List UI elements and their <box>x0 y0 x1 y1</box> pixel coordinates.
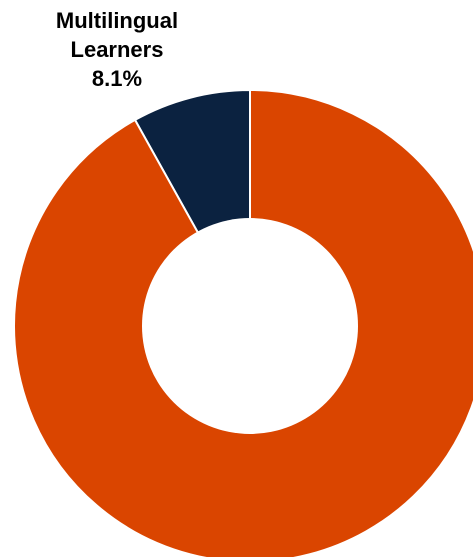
slice-label-name: Multilingual Learners <box>55 8 179 62</box>
slice-label-value: 8.1% <box>91 66 143 91</box>
slice-label-multilingual-learners: Multilingual Learners 8.1% <box>22 6 212 93</box>
donut-hole <box>142 218 358 434</box>
